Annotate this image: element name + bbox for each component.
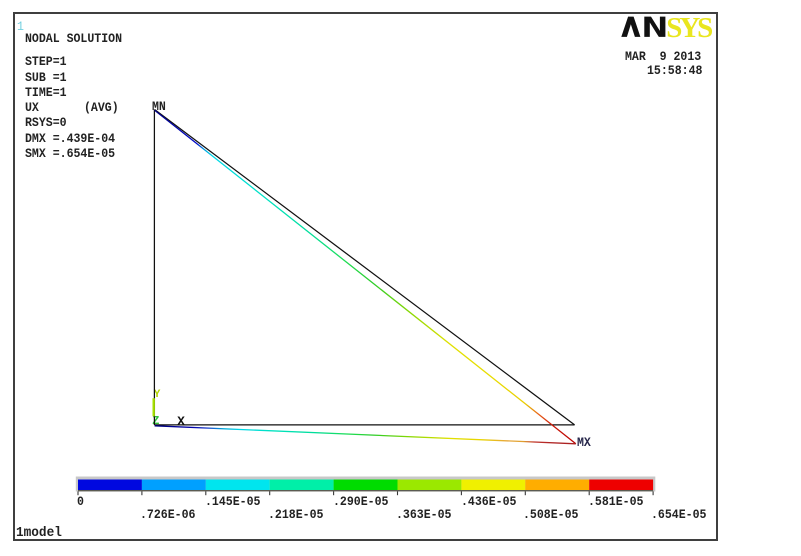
svg-text:SYS: SYS bbox=[666, 12, 713, 44]
